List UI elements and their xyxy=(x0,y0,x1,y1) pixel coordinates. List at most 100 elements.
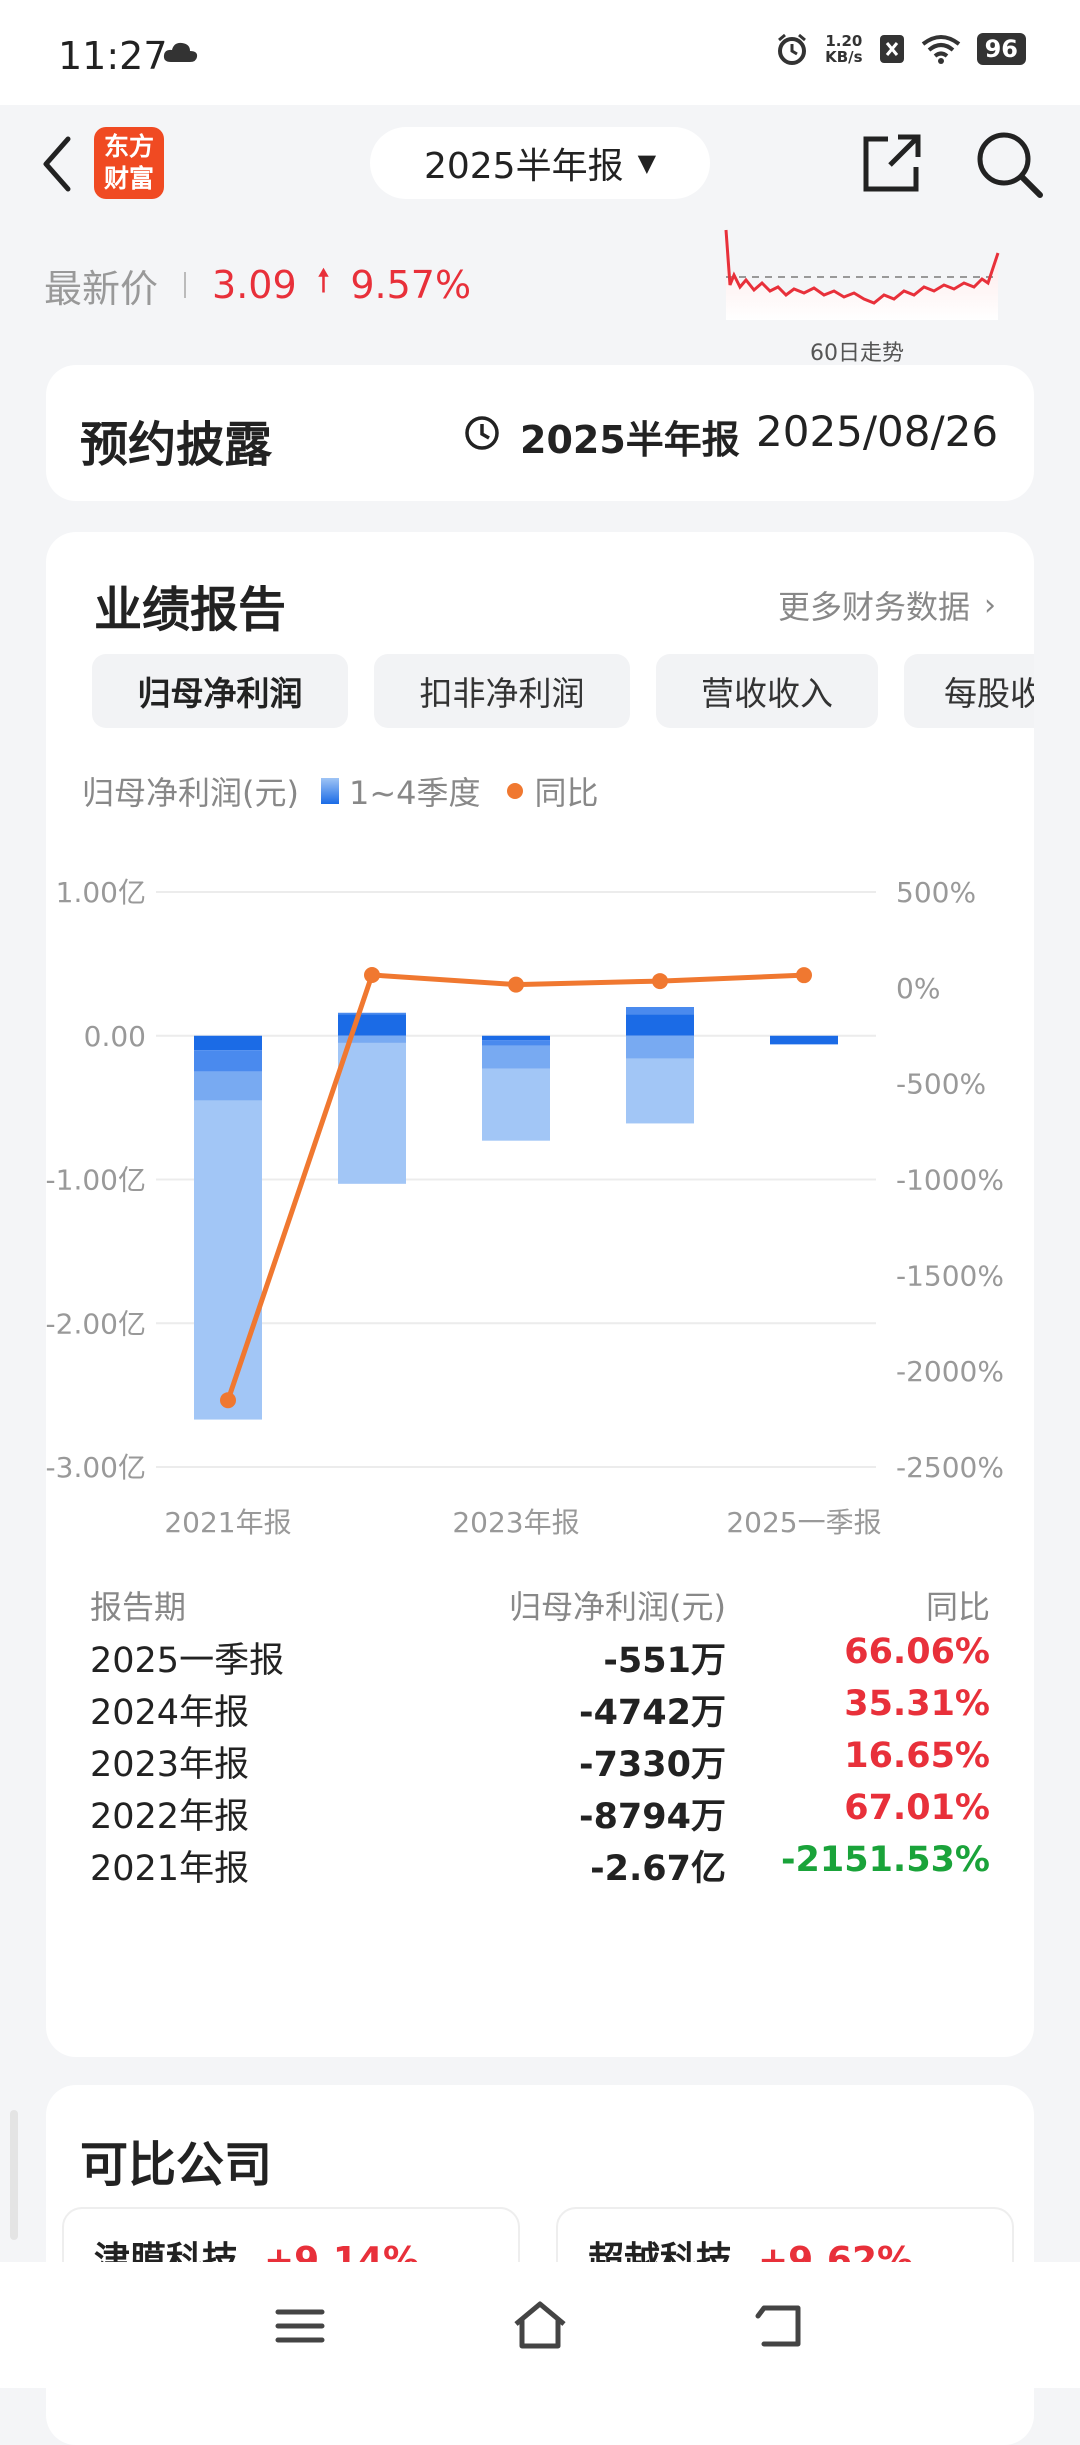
more-link-label: 更多财务数据 xyxy=(777,588,970,626)
back-icon[interactable] xyxy=(34,129,84,199)
y-tick-label-left: -1.00亿 xyxy=(46,1164,146,1197)
app-logo: 东方 财富 xyxy=(94,127,164,199)
legend-line-swatch xyxy=(506,783,523,799)
period-dropdown[interactable]: 2025半年报 ▼ xyxy=(370,127,710,199)
clock-icon xyxy=(465,416,499,450)
bar-segment xyxy=(338,1014,406,1036)
tab-deducted-net-profit[interactable]: 扣非净利润 xyxy=(374,654,630,728)
header-period: 报告期 xyxy=(90,1588,187,1626)
tab-net-profit[interactable]: 归母净利润 xyxy=(92,654,348,728)
y-tick-label-left: -2.00亿 xyxy=(46,1307,146,1340)
cloud-icon xyxy=(163,42,198,62)
row-yoy: 67.01% xyxy=(844,1788,990,1828)
legend-bars-label: 1~4季度 xyxy=(348,774,481,812)
comparables-title: 可比公司 xyxy=(80,2137,273,2193)
row-yoy: 35.31% xyxy=(844,1684,990,1724)
yoy-point xyxy=(652,973,668,990)
battery-indicator: 96 xyxy=(976,33,1026,65)
y-tick-label-right: -1500% xyxy=(896,1259,1004,1292)
chart-legend: 归母净利润(元) 1~4季度 同比 xyxy=(82,768,599,814)
bar-segment xyxy=(626,1007,694,1015)
row-net-profit: -551万 xyxy=(603,1641,726,1681)
status-bar: 11:27 1.20 KB/s 96 xyxy=(0,0,1080,105)
disclosure-date: 2025/08/26 xyxy=(756,407,999,456)
row-period: 2025一季报 xyxy=(90,1641,285,1681)
latest-price-row: 最新价 3.09 🠕 9.57% xyxy=(44,255,471,315)
yoy-point xyxy=(220,1392,236,1409)
yoy-point xyxy=(364,966,380,983)
row-net-profit: -4742万 xyxy=(579,1693,726,1733)
chevron-right-icon: › xyxy=(984,587,996,623)
bar-segment xyxy=(338,1042,406,1184)
row-net-profit: -7330万 xyxy=(579,1745,726,1785)
share-icon[interactable] xyxy=(860,131,924,195)
y-tick-label-right: -2500% xyxy=(896,1451,1004,1484)
sparkline-60d[interactable] xyxy=(724,225,1004,325)
x-tick-label: 2025一季报 xyxy=(726,1506,881,1539)
status-icons: 1.20 KB/s 96 xyxy=(775,32,1026,66)
period-dropdown-label: 2025半年报 xyxy=(423,146,624,187)
search-icon[interactable] xyxy=(974,129,1044,199)
bar-segment xyxy=(194,1050,262,1072)
tab-eps[interactable]: 每股收益 xyxy=(904,654,1034,728)
wifi-icon xyxy=(921,35,960,64)
status-time: 11:27 xyxy=(58,34,168,78)
bar-segment xyxy=(482,1045,550,1069)
row-period: 2021年报 xyxy=(90,1849,250,1889)
y-tick-label-right: -500% xyxy=(896,1068,986,1101)
bar-segment xyxy=(770,1035,838,1045)
metric-tabs: 归母净利润 扣非净利润 营收收入 每股收益 xyxy=(92,654,1034,728)
y-tick-label-left: 1.00亿 xyxy=(56,876,146,909)
bar-segment xyxy=(482,1040,550,1046)
divider xyxy=(184,272,187,298)
more-financial-data-link[interactable]: 更多财务数据 › xyxy=(778,582,996,628)
x-tick-label: 2023年报 xyxy=(452,1506,579,1539)
menu-icon[interactable] xyxy=(270,2298,330,2354)
y-tick-label-left: 0.00 xyxy=(84,1020,146,1053)
price-value: 3.09 xyxy=(212,263,297,307)
tab-revenue[interactable]: 营收收入 xyxy=(656,654,878,728)
row-net-profit: -2.67亿 xyxy=(590,1849,726,1889)
y-tick-label-right: -2000% xyxy=(896,1355,1004,1388)
top-nav: 东方 财富 2025半年报 ▼ xyxy=(0,105,1080,225)
row-period: 2022年报 xyxy=(90,1797,250,1837)
arrow-up-icon: 🠕 xyxy=(316,261,331,299)
performance-card: 业绩报告 更多财务数据 › 归母净利润 扣非净利润 营收收入 每股收益 归母净利… xyxy=(46,532,1034,2057)
caret-down-icon: ▼ xyxy=(637,149,657,177)
header-yoy: 同比 xyxy=(925,1588,990,1626)
y-tick-label-right: 0% xyxy=(896,972,940,1005)
bar-segment xyxy=(482,1068,550,1141)
legend-metric: 归母净利润(元) xyxy=(82,774,299,812)
row-yoy: 66.06% xyxy=(844,1632,990,1672)
sparkline-caption: 60日走势 xyxy=(810,341,904,366)
row-net-profit: -8794万 xyxy=(579,1797,726,1837)
net-speed: 1.20 KB/s xyxy=(825,32,863,66)
header-net-profit: 归母净利润(元) xyxy=(509,1588,726,1626)
bar-segment xyxy=(194,1035,262,1051)
disclosure-card: 预约披露 2025半年报 2025/08/26 xyxy=(46,365,1034,501)
bar-segment xyxy=(626,1014,694,1036)
bar-segment xyxy=(338,1012,406,1015)
sim-off-icon xyxy=(879,35,904,63)
yoy-point xyxy=(508,976,524,993)
system-nav-bar xyxy=(0,2262,1080,2388)
legend-line-label: 同比 xyxy=(534,774,599,812)
bar-segment xyxy=(338,1035,406,1043)
back-nav-icon[interactable] xyxy=(750,2298,810,2354)
price-change-pct: 9.57% xyxy=(350,263,472,307)
scroll-handle[interactable] xyxy=(10,2110,18,2240)
row-period: 2024年报 xyxy=(90,1693,250,1733)
net-profit-chart[interactable]: 1.00亿 0.00 -1.00亿 -2.00亿 -3.00亿 500% 0% -500% -1… xyxy=(46,832,1034,1572)
legend-bar-swatch xyxy=(320,778,339,804)
x-tick-label: 2021年报 xyxy=(164,1506,291,1539)
performance-title: 业绩报告 xyxy=(94,582,287,638)
disclosure-period: 2025半年报 xyxy=(520,418,740,462)
yoy-point xyxy=(796,967,812,984)
home-icon[interactable] xyxy=(510,2298,570,2354)
bar-segment xyxy=(194,1100,262,1420)
y-tick-label-right: 500% xyxy=(896,876,976,909)
y-tick-label-right: -1000% xyxy=(896,1164,1004,1197)
disclosure-title: 预约披露 xyxy=(80,417,273,473)
row-period: 2023年报 xyxy=(90,1745,250,1785)
alarm-icon xyxy=(778,33,807,65)
